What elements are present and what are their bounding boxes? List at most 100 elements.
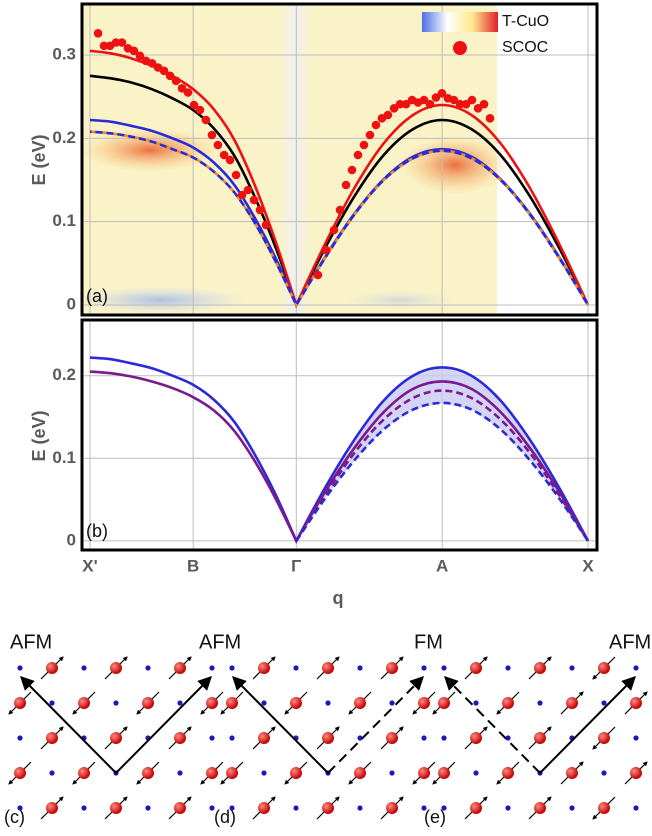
oxygen-site xyxy=(17,805,23,811)
x-tick-label: A xyxy=(436,556,448,575)
x-tick-label: X xyxy=(582,556,594,575)
data-point xyxy=(329,225,339,235)
x-axis-label: q xyxy=(333,588,344,608)
bond-arrow xyxy=(539,676,636,774)
oxygen-site xyxy=(261,770,267,776)
data-point xyxy=(485,114,495,123)
data-point xyxy=(455,99,465,109)
data-point xyxy=(171,76,181,86)
panel-label: (d) xyxy=(214,807,236,827)
oxygen-site xyxy=(325,700,331,706)
data-point xyxy=(201,115,211,125)
spin-site xyxy=(598,802,610,814)
data-point xyxy=(147,59,157,68)
x-tick-label: B xyxy=(187,556,199,575)
oxygen-site xyxy=(441,805,447,811)
spin-site xyxy=(110,662,122,674)
data-point xyxy=(111,38,121,47)
data-point xyxy=(365,130,375,140)
data-point xyxy=(347,165,357,175)
y-axis-label: E (eV) xyxy=(29,134,49,185)
spin-site xyxy=(14,697,26,709)
spin-site xyxy=(470,732,482,744)
oxygen-site xyxy=(209,805,215,811)
spin-site xyxy=(322,732,334,744)
y-tick-label: 0.2 xyxy=(52,365,76,384)
data-point xyxy=(195,105,205,115)
oxygen-site xyxy=(293,805,299,811)
data-point xyxy=(207,130,217,140)
x-tick-label: Γ xyxy=(291,556,301,575)
spin-site xyxy=(438,697,450,709)
panel-frame xyxy=(80,2,599,317)
bond-arrow xyxy=(20,676,117,774)
y-tick-label: 0.1 xyxy=(52,211,76,230)
lattice-diagrams xyxy=(8,656,648,820)
oxygen-site xyxy=(601,770,607,776)
data-point xyxy=(395,99,405,109)
oxygen-site xyxy=(145,665,151,671)
spin-site xyxy=(470,662,482,674)
data-point xyxy=(341,180,351,190)
bond-arrow xyxy=(232,676,329,774)
y-tick-label: 0 xyxy=(67,530,76,549)
spin-site xyxy=(290,697,302,709)
data-point xyxy=(159,66,169,76)
spin-site xyxy=(174,732,186,744)
oxygen-site xyxy=(601,700,607,706)
oxygen-site xyxy=(421,805,427,811)
y-tick-label: 0.3 xyxy=(52,44,76,63)
spin-site xyxy=(386,732,398,744)
spin-site xyxy=(78,697,90,709)
data-point xyxy=(117,38,127,47)
curve xyxy=(89,370,590,544)
spin-site xyxy=(534,662,546,674)
legend-label: T-CuO xyxy=(502,13,549,30)
spin-site xyxy=(598,732,610,744)
panel-label: (b) xyxy=(86,521,108,541)
data-point xyxy=(401,99,411,109)
oxygen-site xyxy=(633,805,639,811)
data-point xyxy=(321,245,331,255)
data-point xyxy=(389,104,399,113)
order-label: AFM xyxy=(199,631,241,653)
oxygen-site xyxy=(113,700,119,706)
spin-site xyxy=(630,697,642,709)
oxygen-site xyxy=(229,735,235,741)
spin-site xyxy=(470,802,482,814)
oxygen-site xyxy=(177,700,183,706)
data-point xyxy=(359,140,369,150)
data-point xyxy=(237,190,247,200)
spin-site xyxy=(566,697,578,709)
order-label: AFM xyxy=(609,631,651,653)
data-point xyxy=(255,205,265,215)
oxygen-site xyxy=(357,735,363,741)
oxygen-site xyxy=(473,700,479,706)
curve xyxy=(89,130,590,308)
data-point xyxy=(261,220,271,230)
data-point xyxy=(335,205,345,215)
data-point xyxy=(135,51,145,61)
oxygen-site xyxy=(49,770,55,776)
y-tick-label: 0.2 xyxy=(52,128,76,147)
spin-site xyxy=(46,662,58,674)
data-point xyxy=(371,120,381,130)
oxygen-site xyxy=(421,665,427,671)
data-point xyxy=(449,95,459,105)
bond-arrow xyxy=(115,676,212,774)
data-point xyxy=(219,150,229,160)
y-axis-label: E (eV) xyxy=(29,410,49,461)
oxygen-site xyxy=(209,665,215,671)
oxygen-site xyxy=(633,665,639,671)
oxygen-site xyxy=(17,665,23,671)
spin-site xyxy=(206,767,218,779)
oxygen-site xyxy=(293,665,299,671)
spin-site xyxy=(290,767,302,779)
legend-marker xyxy=(453,41,467,55)
data-point xyxy=(93,29,103,38)
data-point xyxy=(461,99,471,109)
data-point xyxy=(473,104,483,113)
spin-site xyxy=(226,697,238,709)
oxygen-site xyxy=(261,700,267,706)
data-point xyxy=(243,185,253,195)
